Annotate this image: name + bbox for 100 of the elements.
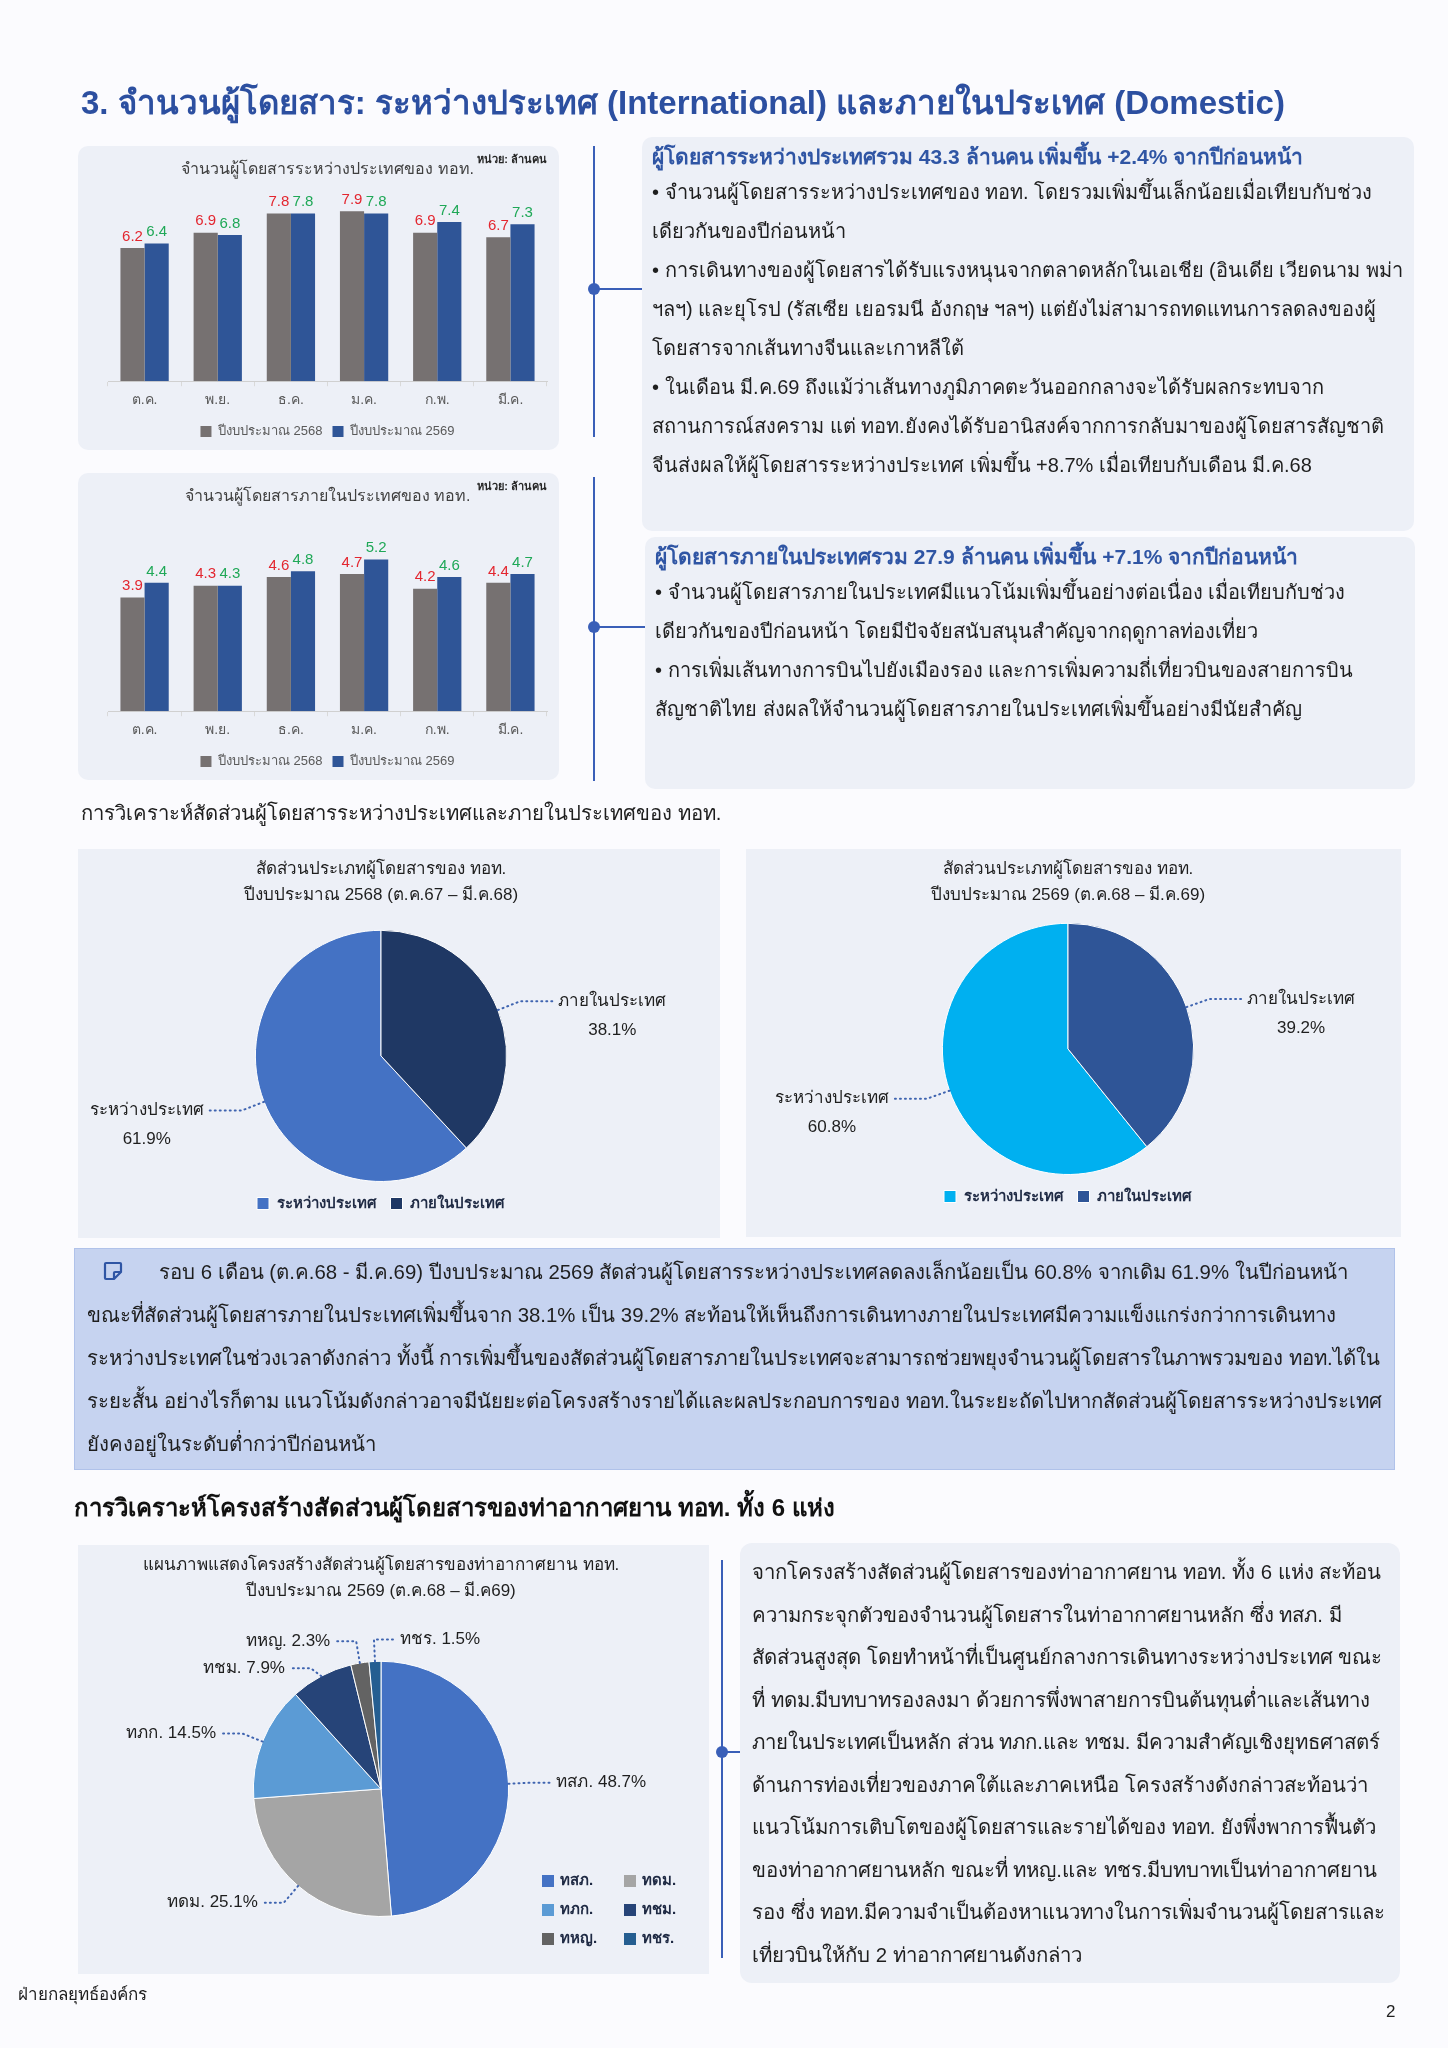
text: ผู้โดยสารภายในประเทศรวม 27.9 ล้านคน เพิ่มขึ้น +7.1% จากปีก่อนหน้า — [655, 541, 1300, 573]
category-label: ทชม. 7.9% — [202, 1658, 285, 1678]
bar — [217, 235, 242, 382]
data-label: 4.4 — [487, 561, 509, 579]
bar — [144, 582, 169, 712]
legend-label: ทภก. — [560, 1900, 594, 1918]
bar — [120, 597, 145, 712]
legend-label: ทดม. — [642, 1871, 677, 1889]
data-label: 6.7 — [487, 215, 509, 233]
data-label: 6.9 — [414, 211, 436, 229]
category-label: ทชร. 1.5% — [399, 1629, 481, 1649]
text: หน่วย: ล้านคน — [477, 153, 547, 166]
text: การวิเคราะห์สัดส่วนผู้โดยสารระหว่างประเทศและภายในประเทศของ ทอท. — [81, 800, 723, 828]
slice-label: ระหว่างประเทศ — [89, 1100, 204, 1120]
data-label: 38.1% — [588, 1019, 637, 1039]
bar — [510, 224, 535, 382]
category-label: ทดม. 25.1% — [167, 1892, 258, 1912]
text: 3. จำนวนผู้โดยสาร: ระหว่างประเทศ (International) และภายในประเทศ (Domestic) — [81, 82, 1286, 126]
legend-label: ทชร. — [642, 1929, 675, 1947]
data-label: 4.6 — [268, 555, 290, 573]
legend-label: ภายในประเทศ — [410, 1193, 505, 1211]
category-label: ทสภ. 48.7% — [556, 1772, 647, 1792]
category-label: ทหญ. 2.3% — [246, 1631, 331, 1651]
bar — [364, 559, 389, 712]
bar — [290, 571, 316, 712]
x-tick-label: ก.พ. — [424, 721, 450, 738]
text: • การเพิ่มเส้นทางการบินไปยังเมืองรอง และการเพิ่มความถี่เที่ยวบินของสายการบินสัญชาติไทย ส่งผลให้จำนวนผู้โดยสารภายในประเทศเพิ่มขึ้นอย่างมีนัยสำคัญ — [655, 655, 1355, 724]
text: • การเดินทางของผู้โดยสารได้รับแรงหนุนจากตลาดหลักในเอเชีย (อินเดีย เวียดนาม พม่า ฯลฯ) และยุโรป (รัสเซีย เยอรมนี อังกฤษ ฯลฯ) แต่ยังไม่สามารถทดแทนการลดลงของผู้โดยสารจากเส้นทางจีนและเกาหลีใต้ — [652, 258, 1404, 361]
data-label: 4.7 — [512, 552, 533, 570]
bar — [266, 213, 291, 382]
chart-title: จำนวนผู้โดยสารภายในประเทศของ ทอท. — [184, 486, 471, 507]
legend-label: ระหว่างประเทศ — [276, 1193, 377, 1211]
data-label: 60.8% — [807, 1117, 857, 1137]
data-label: 7.9 — [341, 189, 363, 207]
bar — [120, 247, 145, 382]
data-label: 4.3 — [195, 564, 217, 582]
data-label: 4.4 — [146, 561, 168, 579]
text: หน่วย: ล้านคน — [477, 480, 547, 493]
x-tick-label: มี.ค. — [497, 721, 524, 738]
bar — [364, 213, 389, 382]
data-label: 6.8 — [219, 213, 241, 231]
legend-label: ปีงบประมาณ 2569 — [349, 423, 455, 439]
bar — [217, 585, 242, 712]
bar — [437, 577, 462, 712]
bar — [193, 585, 218, 712]
bar — [510, 574, 535, 712]
text: ฝ่ายกลยุทธ์องค์กร — [18, 1984, 147, 2007]
data-label: 3.9 — [122, 576, 143, 594]
data-label: 6.4 — [146, 222, 168, 240]
slice-label: ภายในประเทศ — [558, 989, 667, 1010]
bar — [339, 211, 365, 382]
x-tick-label: พ.ย. — [205, 391, 231, 408]
bar — [144, 243, 169, 382]
x-tick-label: ต.ค. — [131, 721, 158, 738]
x-tick-label: ธ.ค. — [278, 391, 304, 408]
data-label: 4.8 — [292, 549, 314, 567]
data-label: 7.8 — [292, 192, 314, 210]
chart-title: แผนภาพแสดงโครงสร้างสัดส่วนผู้โดยสารของท่าอากาศยาน ทอท. — [142, 1553, 620, 1575]
bar — [437, 222, 462, 382]
text: การวิเคราะห์โครงสร้างสัดส่วนผู้โดยสารของท่าอากาศยาน ทอท. ทั้ง 6 แห่ง — [74, 1490, 836, 1525]
data-label: 61.9% — [122, 1129, 171, 1149]
data-label: 4.2 — [414, 567, 436, 585]
legend-label: ภายในประเทศ — [1097, 1186, 1192, 1204]
legend-label: ระหว่างประเทศ — [963, 1186, 1064, 1204]
legend-label: ทชม. — [642, 1900, 677, 1918]
slice-label: ภายในประเทศ — [1247, 987, 1356, 1008]
x-tick-label: ม.ค. — [351, 391, 377, 408]
x-tick-label: ธ.ค. — [278, 721, 304, 738]
bar — [486, 582, 511, 712]
text: รอบ 6 เดือน (ต.ค.68 - มี.ค.69) ปีงบประมาณ 2569 สัดส่วนผู้โดยสารระหว่างประเทศลดลงเล็กน้อยเป็น 60.8% จากเดิม 61.9% ในปีก่อนหน้า ขณะที่สัดส่วนผู้โดยสารภายในประเทศเพิ่มขึ้นจาก 38.1% เป็น 39.2% สะท้อนให้เห็นถึงการเดินทางภายในประเทศมีความแข็งแกร่งกว่าการเดินทางระหว่างประเทศในช่วงเวลาดังกล่าว ทั้งนี้ การเพิ่มขึ้นของสัดส่วนผู้โดยสารภายในประเทศจะสามารถช่วยพยุงจำนวนผู้โดยสารในภาพรวมของ ทอท.ได้ในระยะสั้น อย่างไรก็ตาม แนวโน้มดังกล่าวอาจมีนัยยะต่อโครงสร้างรายได้และผลประกอบการของ ทอท.ในระยะถัดไปหากสัดส่วนผู้โดยสารระหว่างประเทศยังคงอยู่ในระดับต่ำกว่าปีก่อนหน้า — [87, 1258, 1382, 1459]
x-tick-label: มี.ค. — [497, 391, 524, 408]
data-label: 6.9 — [195, 211, 217, 229]
bar — [266, 577, 291, 712]
data-label: 39.2% — [1276, 1017, 1326, 1037]
data-label: 7.8 — [365, 192, 387, 210]
legend-label: ทหญ. — [560, 1929, 598, 1948]
chart-subtitle: ปีงบประมาณ 2568 (ต.ค.67 – มี.ค.68) — [242, 885, 519, 905]
bar — [290, 213, 316, 382]
slice-label: ระหว่างประเทศ — [774, 1088, 889, 1108]
chart-subtitle: ปีงบประมาณ 2569 (ต.ค.68 – มี.ค.69) — [929, 885, 1206, 905]
text: 2 — [1386, 2002, 1396, 2022]
category-label: ทภก. 14.5% — [126, 1723, 217, 1743]
text: • จำนวนผู้โดยสารระหว่างประเทศของ ทอท. โดยรวมเพิ่มขึ้นเล็กน้อยเมื่อเทียบกับช่วงเดียวกันของปีก่อนหน้า — [652, 177, 1374, 244]
data-label: 7.8 — [268, 192, 290, 210]
bar — [413, 232, 438, 382]
legend-label: ปีงบประมาณ 2569 — [349, 753, 455, 769]
x-tick-label: ก.พ. — [424, 391, 450, 408]
bar — [413, 588, 438, 712]
text: • ในเดือน มี.ค.69 ถึงแม้ว่าเส้นทางภูมิภาคตะวันออกกลางจะได้รับผลกระทบจากสถานการณ์สงคราม แต่ ทอท.ยังคงได้รับอานิสงค์จากการกลับมาของผู้โดยสารสัญชาติจีนส่งผลให้ผู้โดยสารระหว่างประเทศ เพิ่มขึ้น +8.7% เมื่อเทียบกับเดือน มี.ค.68 — [652, 375, 1385, 480]
legend-label: ปีงบประมาณ 2568 — [216, 423, 323, 439]
x-tick-label: ต.ค. — [131, 391, 158, 408]
chart-subtitle: ปีงบประมาณ 2569 (ต.ค.68 – มี.ค69) — [245, 1581, 516, 1601]
legend-label: ทสภ. — [560, 1871, 594, 1889]
bar — [339, 574, 365, 712]
text: • จำนวนผู้โดยสารภายในประเทศมีแนวโน้มเพิ่มขึ้นอย่างต่อเนื่อง เมื่อเทียบกับช่วงเดียวกันของปีก่อนหน้า โดยมีปัจจัยสนับสนุนสำคัญจากฤดูกาลท่องเที่ยว — [655, 577, 1347, 646]
data-label: 5.2 — [365, 538, 387, 556]
data-label: 4.7 — [341, 552, 363, 570]
x-tick-label: ม.ค. — [351, 721, 377, 738]
data-label: 4.6 — [438, 555, 460, 573]
data-label: 7.4 — [438, 200, 460, 218]
